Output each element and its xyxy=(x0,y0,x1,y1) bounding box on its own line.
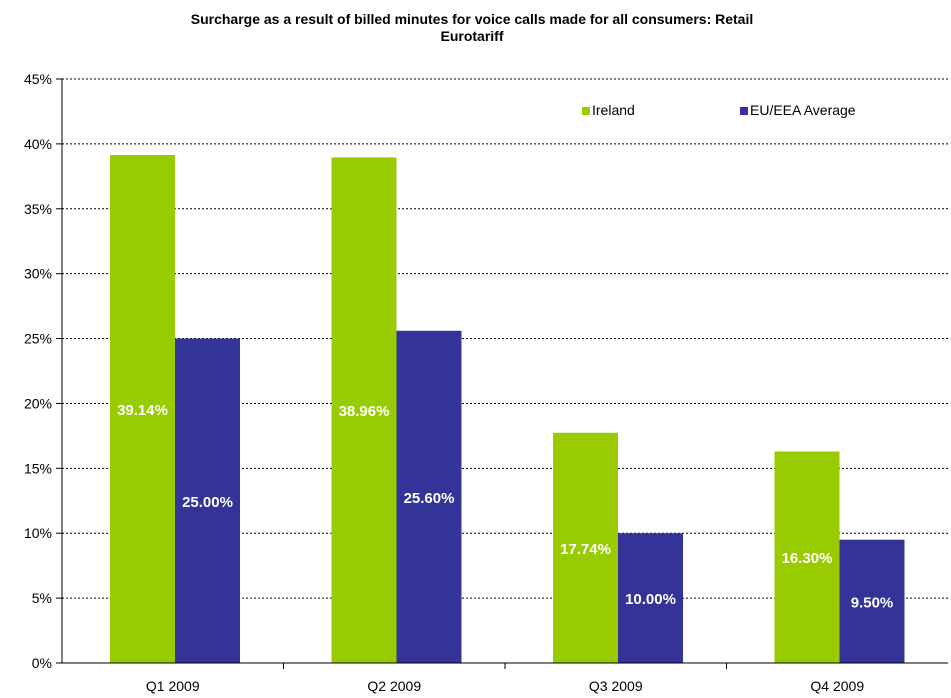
y-tick-label: 45% xyxy=(24,71,52,87)
legend-label: Ireland xyxy=(592,102,635,118)
chart-title-line-2: Eurotariff xyxy=(441,28,504,44)
bar-eu-eea-average xyxy=(175,338,240,663)
axes: 0% 5% 10% 15% 20% 25% 30% 35% 40% 45% Q1 2009 Q2 20… xyxy=(24,71,948,694)
data-label: 17.74% xyxy=(560,541,611,558)
data-label: 25.60% xyxy=(404,490,455,507)
bar-ireland xyxy=(553,432,618,663)
y-tick-label: 0% xyxy=(32,655,52,671)
chart-title-line-1: Surcharge as a result of billed minutes … xyxy=(191,11,754,27)
y-tick-label: 5% xyxy=(32,590,52,606)
y-tick-label: 30% xyxy=(24,266,52,282)
bar-eu-eea-average xyxy=(618,533,683,663)
bar-ireland xyxy=(110,155,175,663)
x-category-label: Q2 2009 xyxy=(367,678,421,694)
data-label: 25.00% xyxy=(182,494,233,511)
data-label: 9.50% xyxy=(851,594,894,611)
bar-eu-eea-average xyxy=(839,539,905,663)
bar-ireland xyxy=(774,451,840,663)
y-tick-label: 20% xyxy=(24,395,52,411)
x-category-label: Q1 2009 xyxy=(146,678,200,694)
y-tick-label: 10% xyxy=(24,525,52,541)
x-category-label: Q3 2009 xyxy=(589,678,643,694)
legend-swatch xyxy=(582,107,590,115)
legend-swatch xyxy=(740,107,748,115)
data-label: 16.30% xyxy=(782,550,833,567)
bar-eu-eea-average xyxy=(396,330,462,663)
bars: 39.14% 25.00% 38.96% 25.60% 17.74% 10.00% 16.3… xyxy=(110,155,905,663)
legend-label: EU/EEA Average xyxy=(750,102,856,118)
data-label: 38.96% xyxy=(339,403,390,420)
data-label: 10.00% xyxy=(625,591,676,608)
y-tick-label: 15% xyxy=(24,460,52,476)
y-tick-label: 25% xyxy=(24,331,52,347)
x-category-label: Q4 2009 xyxy=(810,678,864,694)
y-tick-label: 40% xyxy=(24,136,52,152)
legend: Ireland EU/EEA Average xyxy=(582,102,856,118)
y-tick-label: 35% xyxy=(24,201,52,217)
bar-ireland xyxy=(331,157,397,663)
data-label: 39.14% xyxy=(117,402,168,419)
